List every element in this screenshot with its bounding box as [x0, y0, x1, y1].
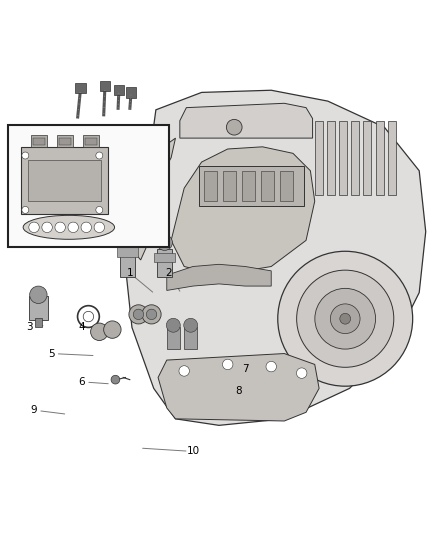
Circle shape — [223, 359, 233, 370]
Text: 8: 8 — [235, 385, 242, 395]
Bar — [280, 171, 293, 201]
Bar — [33, 138, 45, 144]
Bar — [167, 327, 180, 349]
Circle shape — [91, 323, 108, 341]
Text: 9: 9 — [31, 405, 37, 415]
Circle shape — [133, 309, 144, 320]
Ellipse shape — [23, 215, 115, 239]
Text: 1: 1 — [127, 268, 133, 278]
Circle shape — [81, 222, 92, 232]
Polygon shape — [158, 353, 319, 421]
Circle shape — [340, 313, 350, 324]
Text: 5: 5 — [48, 349, 55, 359]
Bar — [157, 249, 173, 277]
Circle shape — [120, 224, 135, 239]
Text: 3: 3 — [26, 322, 33, 333]
Circle shape — [30, 286, 47, 303]
Bar — [100, 80, 110, 91]
Circle shape — [315, 288, 375, 349]
Bar — [242, 171, 255, 201]
Circle shape — [78, 305, 99, 327]
Circle shape — [83, 311, 94, 322]
Bar — [59, 138, 71, 144]
Bar — [21, 147, 108, 214]
Bar — [126, 87, 136, 98]
Text: 10: 10 — [186, 447, 199, 456]
Bar — [364, 120, 371, 195]
Circle shape — [330, 304, 360, 334]
Text: 6: 6 — [78, 377, 85, 387]
Bar — [351, 120, 359, 195]
Bar — [315, 120, 322, 195]
Polygon shape — [130, 138, 176, 260]
Circle shape — [111, 375, 120, 384]
Bar — [28, 160, 102, 201]
Polygon shape — [199, 166, 304, 206]
Bar — [376, 120, 384, 195]
Circle shape — [146, 309, 157, 320]
Circle shape — [166, 318, 180, 332]
Bar — [8, 125, 169, 247]
Circle shape — [266, 361, 276, 372]
Bar — [117, 246, 138, 257]
Circle shape — [278, 251, 413, 386]
Circle shape — [157, 235, 173, 251]
Circle shape — [184, 318, 198, 332]
Circle shape — [297, 270, 394, 367]
Bar — [31, 135, 47, 147]
Bar — [83, 135, 99, 147]
Polygon shape — [167, 264, 271, 290]
Bar — [120, 238, 135, 277]
Bar — [327, 120, 335, 195]
Circle shape — [104, 321, 121, 338]
Bar — [339, 120, 347, 195]
Bar — [388, 120, 396, 195]
Circle shape — [142, 305, 161, 324]
Polygon shape — [125, 90, 426, 425]
Circle shape — [129, 305, 148, 324]
Bar — [223, 171, 236, 201]
Polygon shape — [171, 147, 315, 275]
Bar — [261, 171, 274, 201]
Bar — [85, 138, 97, 144]
Polygon shape — [180, 103, 313, 138]
Circle shape — [68, 222, 78, 232]
Bar — [29, 296, 48, 320]
Text: 4: 4 — [78, 322, 85, 333]
Bar — [184, 327, 197, 349]
Circle shape — [22, 152, 29, 159]
Text: 7: 7 — [242, 364, 248, 374]
Circle shape — [55, 222, 65, 232]
Bar — [35, 318, 42, 327]
Circle shape — [226, 119, 242, 135]
Circle shape — [179, 366, 189, 376]
Bar — [57, 135, 73, 147]
Circle shape — [297, 368, 307, 378]
Text: 2: 2 — [166, 268, 172, 278]
Circle shape — [96, 152, 103, 159]
Bar — [114, 85, 124, 95]
Bar — [75, 83, 86, 93]
Circle shape — [96, 206, 103, 213]
Circle shape — [29, 222, 39, 232]
Circle shape — [94, 222, 105, 232]
Circle shape — [42, 222, 52, 232]
Bar — [154, 253, 175, 262]
Circle shape — [22, 206, 29, 213]
Bar — [204, 171, 217, 201]
